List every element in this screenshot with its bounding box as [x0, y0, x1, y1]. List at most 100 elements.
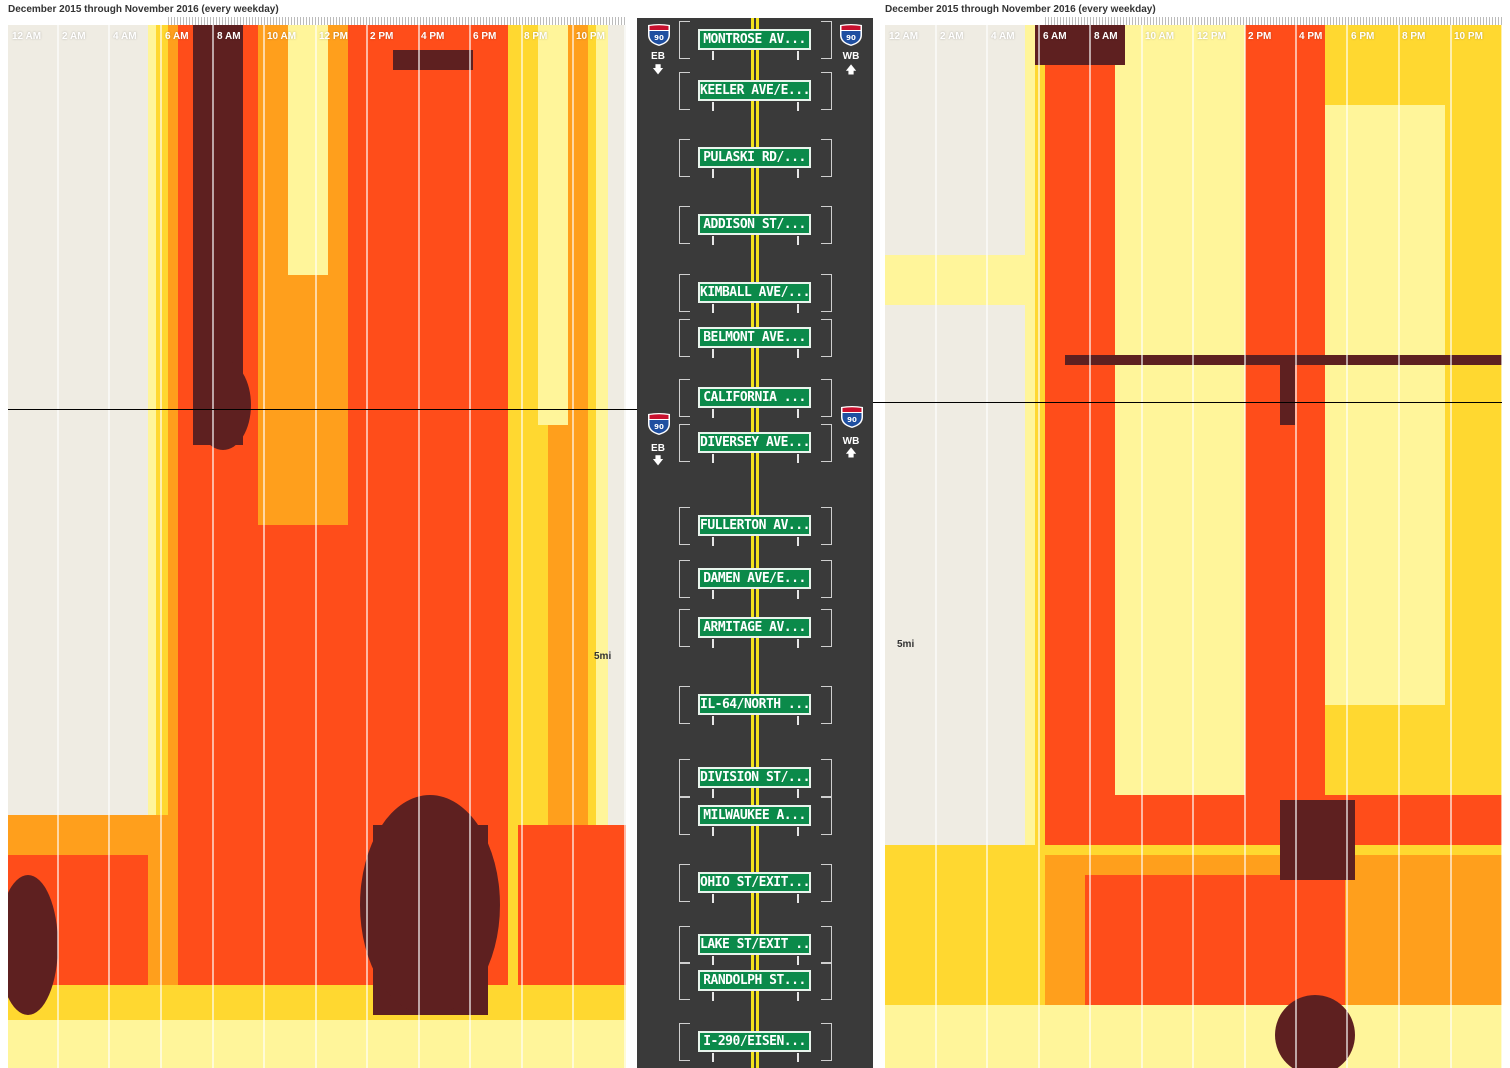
hour-label: 6 PM — [1351, 31, 1375, 42]
sign-post — [712, 827, 714, 836]
ramp-bracket — [821, 206, 832, 244]
panel-title: December 2015 through November 2016 (eve… — [885, 4, 1156, 15]
heatmap[interactable] — [8, 25, 626, 1068]
hour-label: 2 PM — [370, 31, 394, 42]
exit-sign[interactable]: DAMEN AVE/E... — [698, 568, 811, 589]
sign-post — [712, 236, 714, 245]
sign-post — [712, 304, 714, 313]
hour-label: 10 AM — [267, 31, 297, 42]
sign-post — [712, 716, 714, 725]
sign-post — [712, 956, 714, 965]
hour-label: 12 AM — [889, 31, 919, 42]
heatmap[interactable] — [885, 25, 1502, 1068]
ramp-bracket — [821, 319, 832, 357]
highway-road-strip: MONTROSE AV... KEELER AVE/E... PULASKI RD/… — [637, 18, 873, 1068]
hour-label: 6 AM — [1043, 31, 1067, 42]
distance-label: 5mi — [594, 651, 612, 662]
svg-text:90: 90 — [654, 423, 664, 431]
exit-sign[interactable]: ADDISON ST/... — [698, 214, 811, 235]
sign-post — [712, 169, 714, 178]
sign-post — [797, 789, 799, 798]
sign-post — [797, 894, 799, 903]
exit-sign[interactable]: DIVERSEY AVE... — [698, 432, 811, 453]
sign-post — [712, 639, 714, 648]
ramp-bracket — [821, 379, 832, 417]
direction-label: WB — [842, 51, 860, 62]
hour-label: 8 PM — [1402, 31, 1426, 42]
sign-post — [797, 102, 799, 111]
sign-post — [797, 639, 799, 648]
arrow-up-icon: 🡅 — [845, 447, 857, 459]
arrow-up-icon: 🡅 — [845, 64, 857, 76]
hour-label: 12 AM — [12, 31, 42, 42]
direction-label: EB — [651, 443, 665, 454]
exit-sign[interactable]: RANDOLPH ST... — [698, 970, 811, 991]
exit-sign[interactable]: LAKE ST/EXIT ... — [698, 934, 811, 955]
eastbound-heatmap-panel: December 2015 through November 2016 (eve… — [8, 0, 626, 1068]
ramp-bracket — [821, 686, 832, 724]
arrow-down-icon: 🡇 — [652, 64, 664, 76]
sign-post — [797, 51, 799, 60]
exit-sign[interactable]: FULLERTON AV... — [698, 515, 811, 536]
exit-sign[interactable]: ARMITAGE AV... — [698, 617, 811, 638]
ramp-bracket — [821, 139, 832, 177]
congestion-band — [1280, 800, 1355, 880]
ramp-bracket — [679, 864, 690, 902]
arrow-down-icon: 🡇 — [652, 455, 664, 467]
hour-label: 2 PM — [1248, 31, 1272, 42]
sign-post — [797, 956, 799, 965]
ramp-bracket — [679, 686, 690, 724]
exit-sign[interactable]: IL-64/NORTH ... — [698, 694, 811, 715]
exit-sign[interactable]: MONTROSE AV... — [698, 29, 811, 50]
ramp-bracket — [679, 560, 690, 598]
day-tick-strip — [1045, 17, 1502, 25]
hour-label: 2 AM — [940, 31, 964, 42]
exit-sign[interactable]: KEELER AVE/E... — [698, 80, 811, 101]
ramp-bracket — [679, 507, 690, 545]
sign-post — [797, 349, 799, 358]
westbound-congestion-heatmap[interactable] — [885, 25, 1502, 1068]
exit-sign[interactable]: DIVISION ST/... — [698, 767, 811, 788]
hour-label: 8 AM — [1094, 31, 1118, 42]
ramp-bracket — [679, 424, 690, 462]
sign-post — [797, 409, 799, 418]
exit-sign[interactable]: PULASKI RD/... — [698, 147, 811, 168]
exit-sign[interactable]: BELMONT AVE... — [698, 327, 811, 348]
sign-post — [797, 454, 799, 463]
distance-label: 5mi — [897, 639, 915, 650]
hour-label: 4 PM — [421, 31, 445, 42]
ramp-bracket — [821, 797, 832, 835]
sign-post — [797, 169, 799, 178]
sign-post — [712, 894, 714, 903]
westbound-heatmap-panel: December 2015 through November 2016 (eve… — [885, 0, 1502, 1068]
ramp-bracket — [679, 21, 690, 59]
sign-post — [712, 789, 714, 798]
ramp-bracket — [821, 274, 832, 312]
congestion-hotspot — [360, 795, 500, 1015]
congestion-band — [288, 25, 328, 275]
eastbound-congestion-heatmap[interactable] — [8, 25, 626, 1068]
sign-post — [712, 454, 714, 463]
exit-sign[interactable]: OHIO ST/EXIT... — [698, 872, 811, 893]
exit-sign[interactable]: I-290/EISEN... — [698, 1031, 811, 1052]
exit-sign[interactable]: KIMBALL AVE/... — [698, 282, 811, 303]
sign-post — [712, 537, 714, 546]
congestion-band — [8, 1020, 626, 1068]
exit-sign[interactable]: MILWAUKEE A... — [698, 805, 811, 826]
hour-label: 10 PM — [1454, 31, 1483, 42]
sign-post — [797, 1053, 799, 1062]
ramp-bracket — [821, 759, 832, 797]
sign-post — [797, 992, 799, 1001]
exit-sign[interactable]: CALIFORNIA ... — [698, 387, 811, 408]
svg-text:90: 90 — [654, 34, 664, 42]
congestion-band — [538, 25, 568, 425]
sign-post — [797, 590, 799, 599]
ramp-bracket — [679, 206, 690, 244]
svg-text:90: 90 — [847, 416, 857, 424]
sign-post — [712, 590, 714, 599]
sign-post — [712, 409, 714, 418]
ramp-bracket — [679, 72, 690, 110]
interstate-90-shield-icon: 90 — [646, 412, 672, 436]
ramp-bracket — [821, 609, 832, 647]
hour-label: 4 PM — [1299, 31, 1323, 42]
